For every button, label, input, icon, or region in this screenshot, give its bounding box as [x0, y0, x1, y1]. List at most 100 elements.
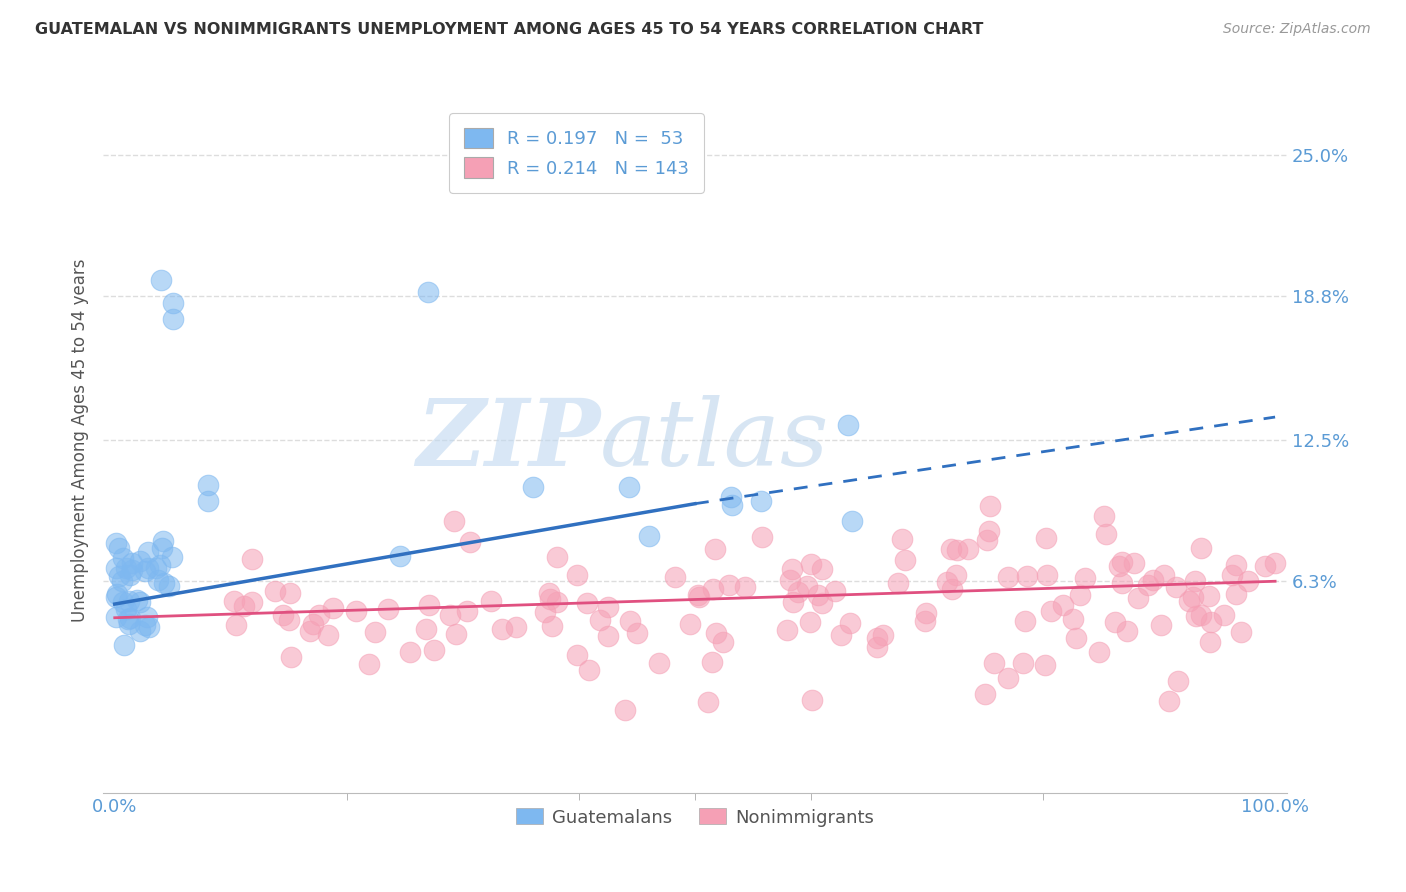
Point — [108, 569, 131, 583]
Point — [1225, 558, 1247, 573]
Point — [824, 583, 846, 598]
Point — [1122, 556, 1144, 570]
Point — [578, 663, 600, 677]
Point — [134, 618, 156, 632]
Point — [1104, 615, 1126, 629]
Point — [534, 605, 557, 619]
Point — [703, 542, 725, 557]
Point — [619, 614, 641, 628]
Point — [138, 561, 160, 575]
Point — [936, 574, 959, 589]
Point — [418, 598, 440, 612]
Point — [565, 568, 588, 582]
Point — [787, 585, 810, 599]
Point — [522, 480, 544, 494]
Point — [946, 542, 969, 557]
Point — [415, 622, 437, 636]
Point — [240, 551, 263, 566]
Point — [1153, 568, 1175, 582]
Point — [702, 582, 724, 596]
Point — [439, 607, 461, 622]
Point — [121, 556, 143, 570]
Point — [1137, 578, 1160, 592]
Point — [664, 569, 686, 583]
Point — [546, 549, 568, 564]
Point — [799, 615, 821, 629]
Point — [1040, 604, 1063, 618]
Point — [613, 703, 636, 717]
Point — [800, 558, 823, 572]
Point — [128, 595, 150, 609]
Point — [688, 589, 710, 603]
Point — [308, 607, 330, 622]
Point — [120, 611, 142, 625]
Point — [838, 615, 860, 630]
Point — [749, 494, 772, 508]
Point — [637, 529, 659, 543]
Point — [589, 613, 612, 627]
Point — [105, 587, 128, 601]
Point — [146, 573, 169, 587]
Point — [872, 628, 894, 642]
Point — [697, 695, 720, 709]
Point — [197, 494, 219, 508]
Point — [271, 607, 294, 622]
Point — [700, 655, 723, 669]
Point — [1126, 591, 1149, 605]
Point — [801, 693, 824, 707]
Point — [976, 533, 998, 547]
Point — [240, 595, 263, 609]
Point — [717, 578, 740, 592]
Point — [956, 542, 979, 557]
Point — [112, 638, 135, 652]
Point — [1115, 624, 1137, 639]
Point — [104, 590, 127, 604]
Point — [104, 536, 127, 550]
Text: ZIP: ZIP — [416, 395, 600, 485]
Point — [1253, 559, 1275, 574]
Point — [1012, 656, 1035, 670]
Point — [1092, 508, 1115, 523]
Point — [565, 648, 588, 663]
Point — [299, 624, 322, 638]
Point — [127, 592, 149, 607]
Point — [841, 514, 863, 528]
Point — [152, 576, 174, 591]
Point — [596, 629, 619, 643]
Point — [977, 524, 1000, 538]
Point — [138, 620, 160, 634]
Point — [479, 594, 502, 608]
Point — [1033, 658, 1056, 673]
Point — [150, 273, 173, 287]
Point — [945, 567, 967, 582]
Point — [264, 584, 287, 599]
Point — [915, 606, 938, 620]
Point — [598, 599, 620, 614]
Point — [458, 535, 481, 549]
Point — [118, 616, 141, 631]
Point — [811, 562, 834, 576]
Point — [866, 631, 889, 645]
Point — [648, 657, 671, 671]
Point — [1264, 556, 1286, 570]
Point — [157, 579, 180, 593]
Text: atlas: atlas — [600, 395, 830, 485]
Point — [626, 625, 648, 640]
Point — [505, 620, 527, 634]
Point — [1198, 634, 1220, 648]
Point — [1150, 617, 1173, 632]
Point — [1185, 608, 1208, 623]
Point — [280, 650, 302, 665]
Legend: Guatemalans, Nonimmigrants: Guatemalans, Nonimmigrants — [509, 801, 882, 834]
Point — [1189, 607, 1212, 622]
Point — [322, 600, 344, 615]
Point — [775, 623, 797, 637]
Point — [145, 561, 167, 575]
Point — [891, 532, 914, 546]
Point — [136, 609, 159, 624]
Point — [537, 585, 560, 599]
Point — [866, 640, 889, 655]
Point — [225, 618, 247, 632]
Point — [1095, 527, 1118, 541]
Point — [688, 590, 710, 604]
